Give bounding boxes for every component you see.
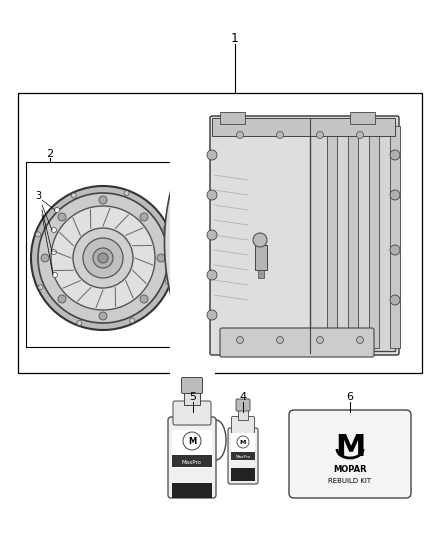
Circle shape [41,254,49,262]
Circle shape [253,233,267,247]
Circle shape [390,190,400,200]
Text: 5: 5 [190,392,197,402]
Circle shape [71,193,76,198]
Circle shape [207,310,217,320]
Bar [231,433,255,459]
FancyBboxPatch shape [236,399,250,411]
Bar [172,483,212,498]
Circle shape [38,285,43,289]
Bar [26,162,181,347]
Text: M: M [188,437,196,446]
Circle shape [237,132,244,139]
Bar [18,93,422,373]
Bar [172,455,212,467]
Circle shape [83,238,123,278]
Bar [170,110,215,380]
FancyBboxPatch shape [228,428,258,484]
Circle shape [140,213,148,221]
Bar [390,126,400,348]
Circle shape [58,295,66,303]
Bar [258,270,264,278]
Circle shape [357,132,364,139]
FancyBboxPatch shape [232,416,254,433]
Circle shape [140,295,148,303]
Bar [369,126,379,348]
Circle shape [77,320,82,325]
Circle shape [317,336,324,343]
FancyBboxPatch shape [168,417,216,498]
Bar [350,112,375,124]
FancyBboxPatch shape [173,401,211,425]
Circle shape [317,132,324,139]
Bar [231,452,255,460]
Circle shape [99,196,107,204]
FancyBboxPatch shape [220,328,374,357]
Circle shape [99,312,107,320]
Circle shape [54,207,60,213]
Bar [238,408,248,420]
Bar [231,468,255,481]
Text: 2: 2 [46,149,53,159]
Text: MOPAR: MOPAR [333,465,367,474]
Bar [348,126,358,348]
Circle shape [165,279,170,284]
Text: 3: 3 [35,191,41,201]
Circle shape [207,270,217,280]
Circle shape [98,253,108,263]
Circle shape [207,230,217,240]
Circle shape [390,245,400,255]
Circle shape [183,432,201,450]
Circle shape [157,254,165,262]
Bar [310,122,395,351]
FancyBboxPatch shape [210,116,399,355]
Circle shape [130,318,134,323]
Circle shape [207,150,217,160]
Circle shape [390,295,400,305]
Ellipse shape [165,138,259,348]
Circle shape [276,336,283,343]
FancyBboxPatch shape [181,377,202,393]
Circle shape [237,336,244,343]
Text: M: M [335,432,365,462]
Circle shape [124,191,129,196]
Text: REBUILD KIT: REBUILD KIT [328,478,371,484]
Circle shape [357,336,364,343]
Circle shape [163,227,168,231]
Bar [184,390,200,405]
Circle shape [52,249,57,254]
Text: 1: 1 [231,31,239,44]
Circle shape [58,213,66,221]
Bar [255,245,267,270]
Circle shape [35,232,41,237]
Text: M: M [240,440,246,445]
Circle shape [93,248,113,268]
Circle shape [207,190,217,200]
Circle shape [38,193,168,323]
Circle shape [276,132,283,139]
Bar [220,112,245,124]
Text: 4: 4 [240,392,247,402]
Circle shape [53,272,57,278]
Circle shape [51,206,155,310]
Text: MaxPro: MaxPro [236,455,251,459]
Circle shape [52,228,57,232]
Bar [212,118,395,136]
Bar [172,430,212,468]
Circle shape [73,228,133,288]
Text: MaxPro: MaxPro [182,459,202,464]
Circle shape [237,436,249,448]
Bar [327,126,337,348]
FancyBboxPatch shape [289,410,411,498]
Text: 6: 6 [346,392,353,402]
Circle shape [31,186,175,330]
Circle shape [390,150,400,160]
